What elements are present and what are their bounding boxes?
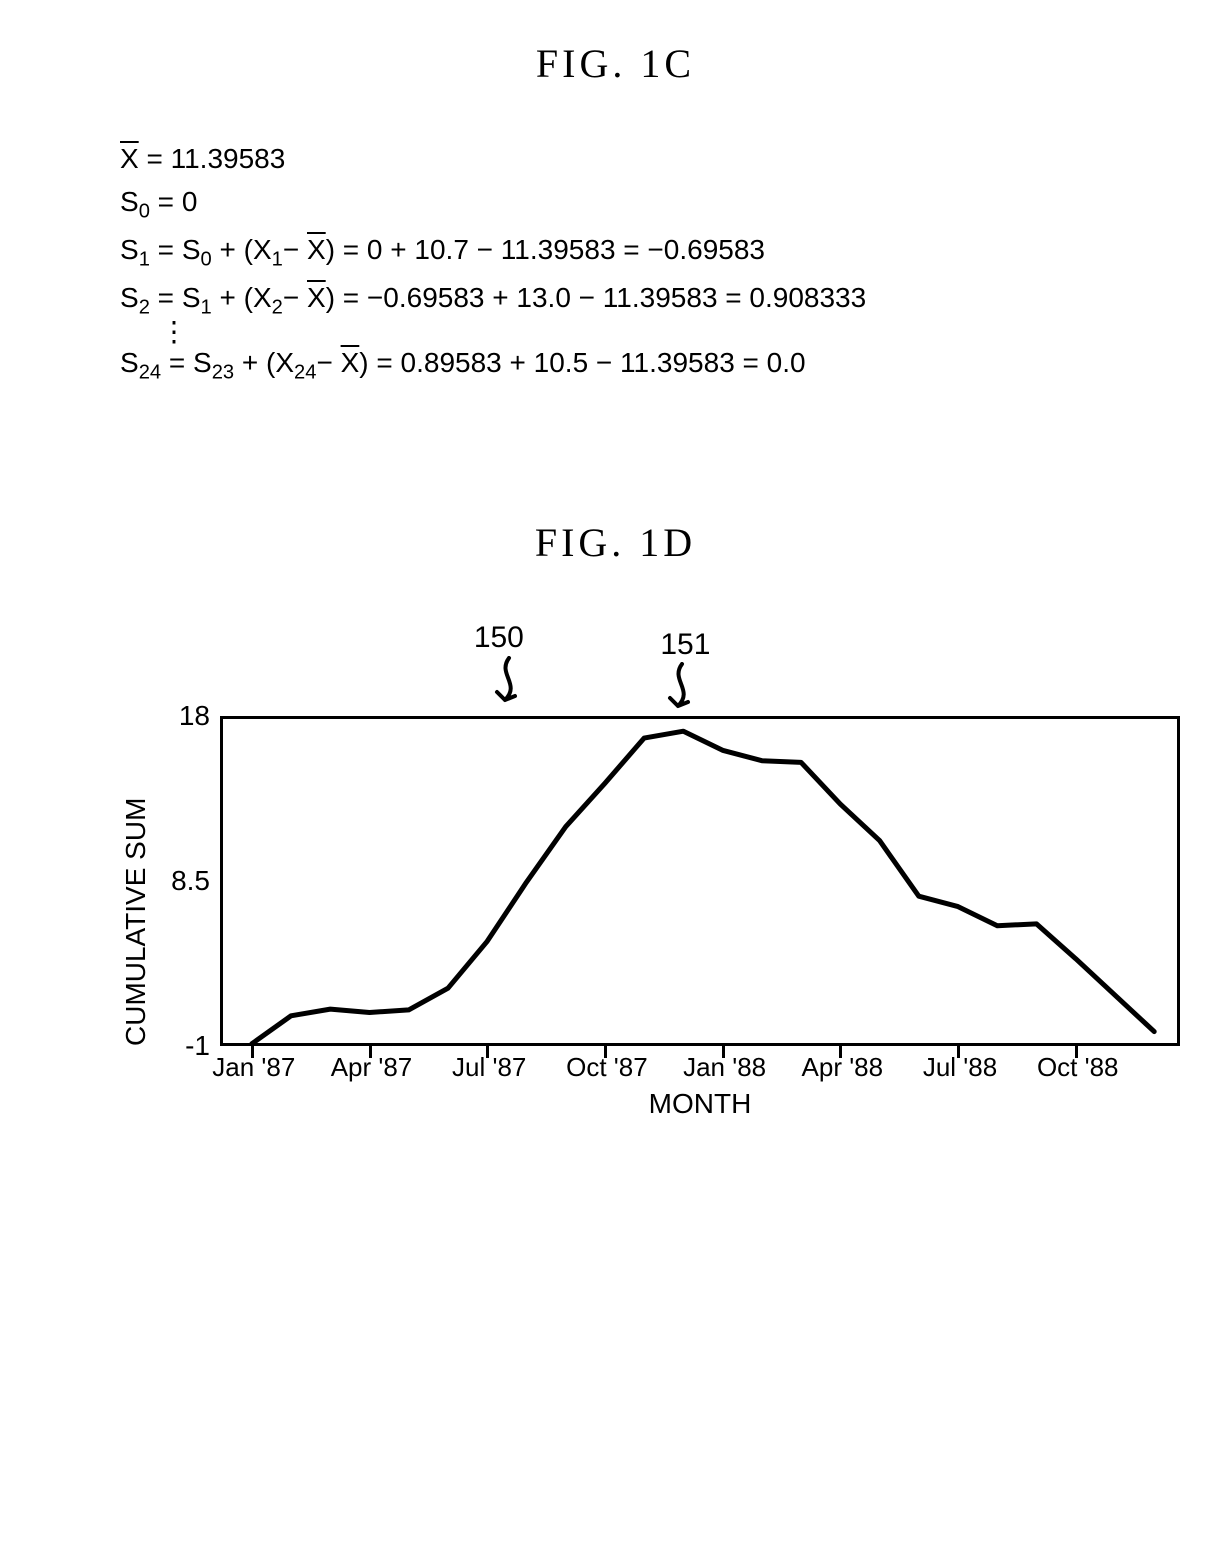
eq-s0: S0 = 0 bbox=[120, 180, 1201, 228]
eq-s24: S24 = S23 + (X24− X) = 0.89583 + 10.5 − … bbox=[120, 341, 1201, 389]
annotation-151: 151 bbox=[660, 628, 710, 662]
fig-1d-title: FIG. 1D bbox=[30, 519, 1201, 566]
x-tick-label: Jul '87 bbox=[434, 1052, 544, 1083]
eq-xbar: X = 11.39583 bbox=[120, 137, 1201, 180]
plot-area bbox=[220, 716, 1180, 1046]
x-tick-label: Apr '88 bbox=[787, 1052, 897, 1083]
cusum-chart: 150 151 CUMULATIVE SUM 188.5-1 Jan '87Ap… bbox=[150, 616, 1231, 1166]
x-tick-label: Oct '87 bbox=[552, 1052, 662, 1083]
x-tick-label: Apr '87 bbox=[317, 1052, 427, 1083]
y-tick-label: 18 bbox=[150, 700, 210, 732]
annotation-150: 150 bbox=[474, 621, 524, 655]
eq-s1: S1 = S0 + (X1− X) = 0 + 10.7 − 11.39583 … bbox=[120, 228, 1201, 276]
x-tick-label: Jul '88 bbox=[905, 1052, 1015, 1083]
eq-s2: S2 = S1 + (X2− X) = −0.69583 + 13.0 − 11… bbox=[120, 276, 1201, 324]
y-axis-label: CUMULATIVE SUM bbox=[120, 797, 152, 1045]
x-tick-label: Oct '88 bbox=[1023, 1052, 1133, 1083]
x-axis-label: MONTH bbox=[220, 1088, 1180, 1120]
y-tick-label: 8.5 bbox=[150, 865, 210, 897]
eq-xbar-rhs: = 11.39583 bbox=[146, 143, 285, 174]
fig-1c-title: FIG. 1C bbox=[30, 40, 1201, 87]
equations-block: X = 11.39583 S0 = 0 S1 = S0 + (X1− X) = … bbox=[120, 137, 1201, 389]
cusum-line bbox=[223, 719, 1183, 1049]
xbar-symbol: X bbox=[120, 143, 139, 174]
x-tick-label: Jan '88 bbox=[670, 1052, 780, 1083]
eq-vdots: ⋮ bbox=[160, 324, 1201, 341]
x-tick-label: Jan '87 bbox=[199, 1052, 309, 1083]
